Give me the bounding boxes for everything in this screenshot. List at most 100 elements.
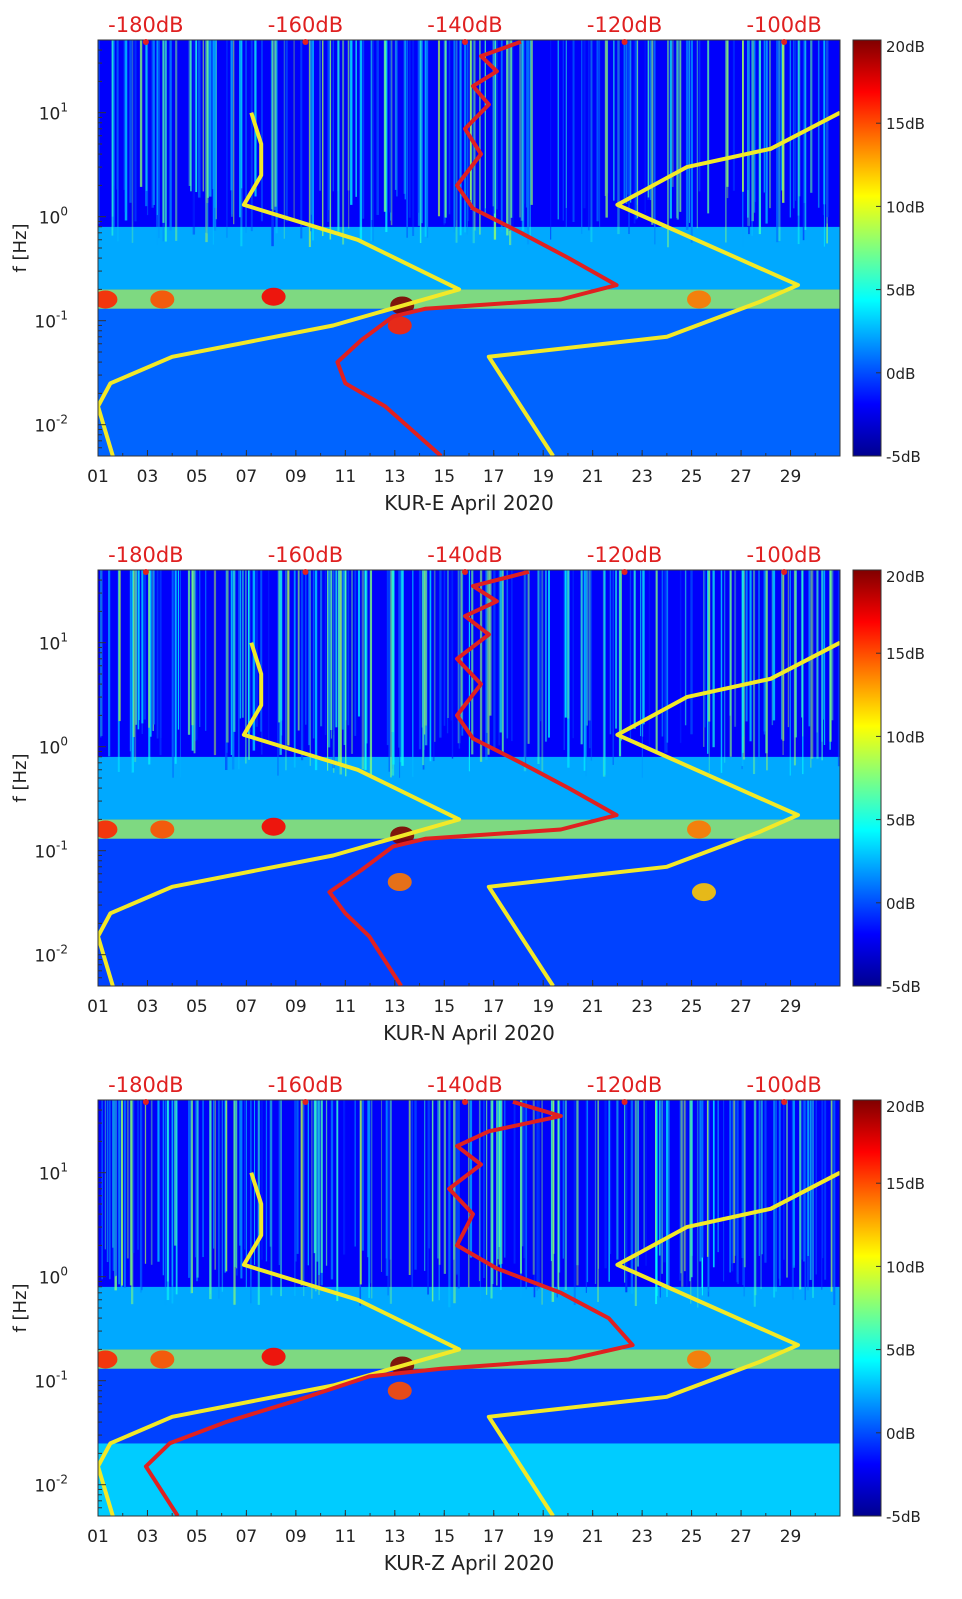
heatmap-streak — [172, 570, 174, 778]
x-tick-label: 01 — [87, 997, 109, 1017]
heatmap-streak — [707, 570, 711, 722]
heatmap-streak — [643, 1100, 645, 1250]
heatmap-streak — [623, 40, 626, 201]
heatmap-streak — [337, 40, 340, 232]
x-tick-label: 15 — [433, 467, 455, 487]
colorbar-tick-label: 0dB — [886, 1425, 915, 1443]
heatmap-band — [98, 1443, 840, 1516]
heatmap-band — [98, 226, 840, 290]
heatmap-streak — [250, 1100, 252, 1304]
y-axis-label: f [Hz] — [10, 753, 31, 802]
heatmap-streak — [206, 40, 209, 198]
heatmap-streak — [141, 570, 144, 724]
heatmap-streak — [644, 40, 646, 214]
heatmap-streak — [341, 570, 345, 730]
heatmap-streak — [586, 1100, 589, 1283]
y-tick-exponent: -1 — [56, 839, 68, 853]
heatmap-streak — [665, 1100, 668, 1298]
heatmap-hotspot — [261, 817, 286, 836]
heatmap-streak — [427, 1100, 429, 1295]
colorbar-tick-label: 5dB — [886, 1342, 915, 1360]
heatmap-streak — [254, 40, 257, 197]
heatmap-streak — [776, 40, 779, 243]
heatmap-streak — [260, 570, 262, 732]
heatmap-streak — [822, 1100, 824, 1259]
heatmap-streak — [350, 40, 353, 205]
heatmap-streak — [483, 1100, 485, 1278]
heatmap-streak — [539, 570, 542, 722]
heatmap-streak — [332, 40, 334, 192]
x-tick-label: 01 — [87, 1527, 109, 1547]
heatmap-streak — [245, 40, 247, 233]
x-tick-label: 15 — [433, 997, 455, 1017]
heatmap-streak — [615, 570, 618, 729]
heatmap-streak — [537, 1100, 540, 1289]
heatmap-streak — [479, 40, 481, 235]
self-noise-curve — [335, 40, 619, 456]
heatmap-streak — [423, 570, 426, 735]
heatmap-streak — [822, 570, 825, 720]
colorbar-tick-label: 15dB — [886, 115, 925, 133]
heatmap-streak — [231, 570, 235, 770]
x-tick-label: 07 — [236, 467, 258, 487]
heatmap-streak — [412, 570, 414, 777]
heatmap-streak — [450, 570, 452, 721]
heatmap-streak — [532, 1100, 535, 1275]
heatmap-streak — [795, 40, 797, 201]
db-tick-mark — [462, 39, 469, 45]
heatmap-band — [98, 308, 840, 456]
heatmap-streak — [802, 570, 804, 737]
heatmap-streak — [129, 570, 131, 752]
heatmap-streak — [277, 570, 279, 776]
y-tick-base: 10 — [39, 1165, 61, 1185]
heatmap-streak — [414, 1100, 417, 1270]
heatmap-streak — [447, 570, 449, 718]
heatmap-streak — [804, 40, 807, 230]
y-tick-label: 100 — [39, 735, 68, 759]
heatmap-streak — [612, 570, 614, 765]
heatmap-streak — [556, 1100, 558, 1298]
heatmap-streak — [688, 40, 691, 223]
heatmap-streak — [562, 1100, 564, 1259]
heatmap-streak — [332, 570, 335, 769]
heatmap-streak — [277, 570, 281, 723]
heatmap-streak — [335, 570, 338, 728]
heatmap-streak — [100, 570, 102, 738]
db-tick-label: -140dB — [427, 543, 502, 567]
heatmap-streak — [629, 40, 631, 201]
heatmap-streak — [137, 570, 140, 730]
heatmap-streak — [192, 40, 196, 235]
heatmap-streak — [115, 1100, 118, 1276]
heatmap-streak — [126, 1100, 129, 1259]
heatmap-streak — [456, 1100, 458, 1274]
x-axis-title: KUR-Z April 2020 — [384, 1551, 555, 1575]
heatmap-streak — [743, 1100, 746, 1268]
heatmap-streak — [633, 570, 636, 729]
heatmap-streak — [669, 40, 672, 219]
y-tick-label: 10-1 — [34, 309, 68, 333]
heatmap-streak — [494, 40, 496, 225]
y-tick-base: 10 — [39, 105, 61, 125]
x-tick-label: 05 — [186, 467, 208, 487]
heatmap-streak — [732, 40, 735, 191]
x-tick-label: 19 — [532, 467, 554, 487]
heatmap-streak — [455, 1100, 459, 1276]
heatmap-streak — [696, 40, 698, 229]
x-tick-label: 17 — [483, 997, 505, 1017]
heatmap-streak — [188, 1100, 190, 1278]
heatmap-streak — [821, 570, 823, 761]
heatmap-streak — [781, 570, 783, 740]
x-tick-label: 27 — [730, 997, 752, 1017]
heatmap-streak — [729, 570, 732, 757]
heatmap-hotspot — [387, 873, 412, 891]
heatmap-streak — [396, 40, 398, 197]
heatmap-streak — [231, 40, 233, 215]
heatmap-streak — [239, 1100, 242, 1246]
heatmap-streak — [487, 570, 490, 755]
heatmap-streak — [496, 1100, 499, 1260]
heatmap-streak — [541, 1100, 543, 1305]
heatmap-streak — [680, 1100, 682, 1274]
y-tick-exponent: -2 — [56, 413, 68, 427]
heatmap-streak — [451, 570, 454, 759]
